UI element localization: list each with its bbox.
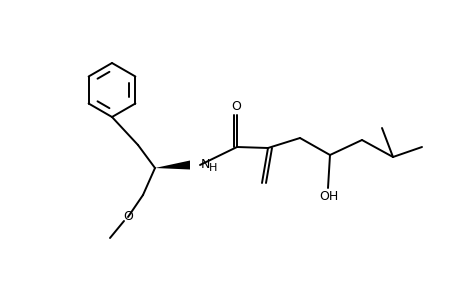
Text: N: N bbox=[201, 158, 210, 170]
Text: OH: OH bbox=[319, 190, 338, 202]
Text: O: O bbox=[123, 211, 133, 224]
Text: H: H bbox=[208, 163, 217, 173]
Polygon shape bbox=[155, 160, 190, 169]
Text: O: O bbox=[230, 100, 241, 113]
